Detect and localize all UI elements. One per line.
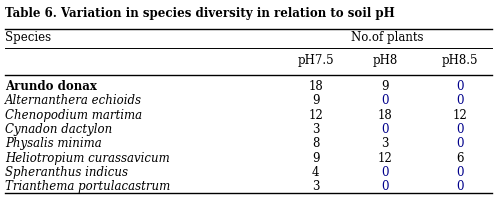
Text: 0: 0 xyxy=(456,94,464,107)
Text: 12: 12 xyxy=(378,152,393,165)
Text: Trianthema portulacastrum: Trianthema portulacastrum xyxy=(5,180,170,193)
Text: 12: 12 xyxy=(452,109,467,122)
Text: 9: 9 xyxy=(381,80,389,93)
Text: Alternanthera echioids: Alternanthera echioids xyxy=(5,94,142,107)
Text: Species: Species xyxy=(5,31,51,44)
Text: Heliotropium curassavicum: Heliotropium curassavicum xyxy=(5,152,169,165)
Text: 0: 0 xyxy=(381,94,389,107)
Text: pH8: pH8 xyxy=(373,54,398,67)
Text: 3: 3 xyxy=(381,137,389,150)
Text: 0: 0 xyxy=(456,123,464,136)
Text: 9: 9 xyxy=(312,152,320,165)
Text: No.of plants: No.of plants xyxy=(351,31,424,44)
Text: 0: 0 xyxy=(456,180,464,193)
Text: Arundo donax: Arundo donax xyxy=(5,80,97,93)
Text: 8: 8 xyxy=(312,137,319,150)
Text: 0: 0 xyxy=(456,166,464,179)
Text: 18: 18 xyxy=(378,109,393,122)
Text: Table 6. Variation in species diversity in relation to soil pH: Table 6. Variation in species diversity … xyxy=(5,7,395,20)
Text: Physalis minima: Physalis minima xyxy=(5,137,102,150)
Text: 0: 0 xyxy=(456,80,464,93)
Text: 9: 9 xyxy=(312,94,320,107)
Text: 0: 0 xyxy=(381,123,389,136)
Text: Chenopodium martima: Chenopodium martima xyxy=(5,109,142,122)
Text: 0: 0 xyxy=(381,180,389,193)
Text: 3: 3 xyxy=(312,180,320,193)
Text: 12: 12 xyxy=(308,109,323,122)
Text: Spheranthus indicus: Spheranthus indicus xyxy=(5,166,128,179)
Text: pH8.5: pH8.5 xyxy=(441,54,478,67)
Text: 4: 4 xyxy=(312,166,320,179)
Text: 18: 18 xyxy=(308,80,323,93)
Text: 6: 6 xyxy=(456,152,464,165)
Text: Cynadon dactylon: Cynadon dactylon xyxy=(5,123,112,136)
Text: 0: 0 xyxy=(456,137,464,150)
Text: pH7.5: pH7.5 xyxy=(297,54,334,67)
Text: 3: 3 xyxy=(312,123,320,136)
Text: 0: 0 xyxy=(381,166,389,179)
